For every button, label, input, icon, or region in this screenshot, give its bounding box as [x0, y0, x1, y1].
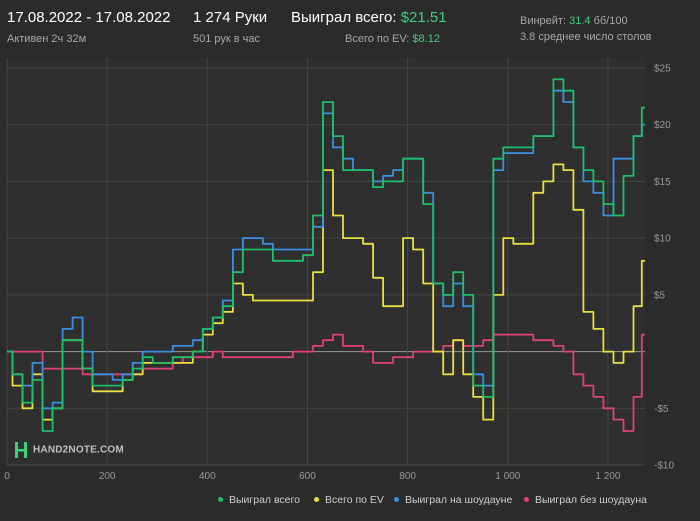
y-tick-label: $25: [654, 64, 671, 75]
won-total-value: $21.51: [400, 9, 447, 26]
legend-dot: [394, 496, 399, 502]
x-tick-label: 1 000: [495, 471, 520, 482]
legend-dot: [218, 496, 223, 502]
legend-item-showdown[interactable]: Выиграл на шоудауне: [394, 494, 512, 506]
logo-text: HAND2NOTE.COM: [32, 444, 124, 456]
hands-count: 1 274 Руки: [193, 9, 268, 26]
ev-total: Всего по EV: $8.12: [345, 33, 440, 45]
y-tick-label: $10: [654, 234, 671, 245]
x-tick-label: 200: [99, 471, 116, 482]
legend-label: Выиграл всего: [229, 494, 300, 506]
series-line-ev: [7, 163, 645, 421]
hand2note-logo: HAND2NOTE.COM: [15, 442, 124, 458]
legend-item-ev[interactable]: Всего по EV: [314, 494, 384, 506]
y-tick-label: -$10: [654, 461, 674, 472]
avg-tables: 3.8 среднее число столов: [520, 31, 652, 43]
legend-dot: [314, 496, 319, 502]
won-total-label: Выиграл всего:: [291, 9, 397, 26]
legend-label: Выиграл на шоудауне: [405, 494, 513, 506]
winrate-value: 31.4: [569, 15, 591, 27]
plot-area: [7, 58, 645, 465]
x-tick-label: 600: [299, 471, 316, 482]
winrate-label: Винрейт:: [520, 15, 567, 27]
legend-item-won-total[interactable]: Выиграл всего: [218, 494, 300, 506]
x-tick-label: 0: [4, 471, 10, 482]
ev-value: $8.12: [412, 33, 440, 45]
winrate: Винрейт: 31.4 бб/100: [520, 15, 628, 27]
x-tick-label: 800: [399, 471, 416, 482]
chart-legend: Выиграл всего Всего по EV Выиграл на шоу…: [0, 494, 700, 512]
ev-label: Всего по EV:: [345, 33, 410, 45]
x-tick-label: 1 200: [595, 471, 620, 482]
x-tick-label: 400: [199, 471, 216, 482]
active-time: Активен 2ч 32м: [7, 33, 87, 45]
legend-label: Всего по EV: [325, 494, 384, 506]
y-tick-label: -$5: [654, 404, 669, 415]
profit-chart: -$10 -$5 $5 $10 $15 $20 $25 0 200 400 600 800 1 000 1…: [4, 58, 674, 482]
hands-per-hour: 501 рук в час: [193, 33, 261, 45]
series-line-won-total: [7, 78, 645, 432]
won-total: Выиграл всего: $21.51: [291, 9, 447, 26]
y-tick-label: $5: [654, 290, 666, 301]
stats-header: 17.08.2022 - 17.08.2022 Активен 2ч 32м 1…: [0, 0, 700, 52]
date-range: 17.08.2022 - 17.08.2022: [7, 9, 171, 26]
y-tick-label: $20: [654, 120, 671, 131]
hand2note-logo-icon: [15, 442, 27, 458]
legend-item-non-showdown[interactable]: Выиграл без шоудауна: [524, 494, 647, 506]
legend-dot: [524, 496, 529, 502]
winrate-unit: бб/100: [593, 15, 628, 27]
y-tick-label: $15: [654, 177, 671, 188]
legend-label: Выиграл без шоудауна: [535, 494, 647, 506]
